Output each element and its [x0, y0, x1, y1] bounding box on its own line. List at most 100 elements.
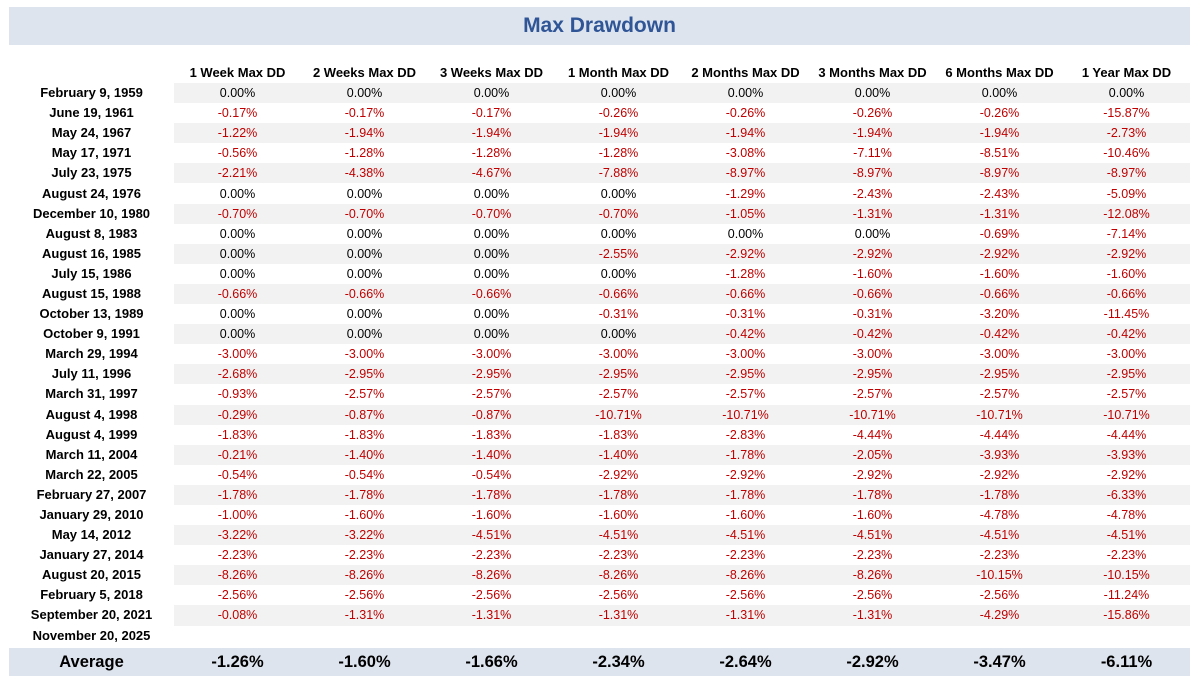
drawdown-cell: [682, 626, 809, 646]
drawdown-cell: -0.70%: [428, 203, 555, 224]
drawdown-cell: [809, 626, 936, 646]
drawdown-cell: -2.23%: [344, 548, 385, 563]
drawdown-cell: -2.56%: [725, 588, 766, 603]
row-date: October 9, 1991: [43, 326, 140, 342]
header-corner: [9, 61, 174, 83]
drawdown-cell: -0.08%: [174, 605, 301, 626]
drawdown-cell: -1.83%: [217, 427, 258, 442]
drawdown-cell: -10.71%: [809, 404, 936, 425]
drawdown-cell: [301, 626, 428, 646]
drawdown-cell: -0.66%: [809, 283, 936, 305]
table-row: August 24, 1976 0.00% 0.00% 0.00% 0.00% -1.29…: [9, 183, 1190, 203]
column-header: 1 Year Max DD: [1081, 64, 1172, 80]
drawdown-cell: -1.29%: [725, 186, 766, 201]
drawdown-cell: -1.60%: [598, 508, 639, 523]
drawdown-cell: -3.08%: [725, 146, 766, 161]
drawdown-cell: -1.31%: [809, 605, 936, 626]
row-date: May 17, 1971: [51, 145, 132, 161]
drawdown-cell: 0.00%: [555, 324, 682, 345]
drawdown-cell: 0.00%: [301, 324, 428, 345]
drawdown-cell: -3.00%: [471, 347, 512, 362]
drawdown-cell: -12.08%: [1063, 203, 1190, 224]
drawdown-cell: -0.56%: [217, 146, 258, 161]
drawdown-cell: -0.26%: [979, 106, 1020, 121]
drawdown-cell: -2.23%: [598, 548, 639, 563]
row-date: August 16, 1985: [42, 245, 141, 261]
drawdown-cell: -2.95%: [555, 364, 682, 385]
column-header: 2 Weeks Max DD: [312, 64, 417, 80]
drawdown-cell: -0.66%: [555, 283, 682, 305]
drawdown-cell: -2.92%: [979, 467, 1020, 482]
drawdown-cell: -15.87%: [1103, 106, 1150, 121]
drawdown-cell: -0.54%: [471, 467, 512, 482]
drawdown-cell: -1.60%: [471, 508, 512, 523]
column-header: 3 Months Max DD: [818, 64, 927, 80]
drawdown-cell: -2.95%: [936, 364, 1063, 385]
drawdown-cell: -8.26%: [174, 565, 301, 586]
table-row: July 15, 1986 0.00% 0.00% 0.00% 0.00% -1.28% -…: [9, 264, 1190, 284]
drawdown-cell: -2.23%: [979, 548, 1020, 563]
drawdown-cell: -1.94%: [936, 123, 1063, 144]
drawdown-cell: -10.71%: [936, 404, 1063, 425]
table-row: October 13, 1989 0.00% 0.00% 0.00% -0.31% -0.…: [9, 304, 1190, 324]
drawdown-cell: 0.00%: [174, 243, 301, 264]
drawdown-cell: -3.00%: [217, 347, 258, 362]
drawdown-cell: -1.60%: [852, 266, 893, 281]
drawdown-cell: -2.57%: [344, 387, 385, 402]
drawdown-cell: -3.00%: [725, 347, 766, 362]
drawdown-cell: 0.00%: [301, 243, 428, 264]
drawdown-cell: 0.00%: [854, 226, 891, 241]
table-row: July 23, 1975 -2.21% -4.38% -4.67% -7.88% -8.…: [9, 163, 1190, 184]
table-row: October 9, 1991 0.00% 0.00% 0.00% 0.00% -0.42…: [9, 324, 1190, 345]
drawdown-cell: -8.51%: [979, 146, 1020, 161]
drawdown-cell: -2.56%: [344, 588, 385, 603]
drawdown-cell: 0.00%: [809, 83, 936, 104]
spacer-row: [9, 645, 1190, 648]
drawdown-cell: -1.78%: [555, 484, 682, 505]
table-row: August 4, 1998 -0.29% -0.87% -0.87% -10.71% -…: [9, 404, 1190, 425]
drawdown-cell: -1.60%: [979, 266, 1020, 281]
drawdown-cell: [936, 626, 1063, 646]
drawdown-cell: [555, 626, 682, 646]
drawdown-cell: -4.67%: [428, 163, 555, 184]
drawdown-cell: 0.00%: [219, 186, 256, 201]
drawdown-cell: -1.28%: [344, 146, 385, 161]
drawdown-cell: -2.92%: [852, 467, 893, 482]
drawdown-cell: -4.51%: [1063, 525, 1190, 546]
drawdown-cell: -2.43%: [852, 186, 893, 201]
column-header: 1 Week Max DD: [189, 64, 286, 80]
column-header: 3 Weeks Max DD: [439, 64, 544, 80]
drawdown-cell: -2.21%: [174, 163, 301, 184]
drawdown-cell: -2.56%: [598, 588, 639, 603]
drawdown-cell: -0.66%: [936, 283, 1063, 305]
table-row: August 20, 2015 -8.26% -8.26% -8.26% -8.26% -…: [9, 565, 1190, 586]
drawdown-cell: -1.22%: [174, 123, 301, 144]
average-cell: -6.11%: [1063, 647, 1190, 676]
drawdown-cell: 0.00%: [600, 186, 637, 201]
drawdown-cell: -3.93%: [1063, 444, 1190, 465]
drawdown-cell: -10.71%: [682, 404, 809, 425]
drawdown-cell: -1.78%: [428, 484, 555, 505]
drawdown-cell: 0.00%: [682, 83, 809, 104]
drawdown-cell: -2.55%: [555, 243, 682, 264]
drawdown-cell: -0.66%: [301, 283, 428, 305]
drawdown-cell: -2.95%: [809, 364, 936, 385]
drawdown-cell: -8.26%: [682, 565, 809, 586]
drawdown-cell: -1.60%: [852, 508, 893, 523]
drawdown-cell: -0.31%: [598, 307, 639, 322]
drawdown-cell: 0.00%: [301, 83, 428, 104]
table-row: August 16, 1985 0.00% 0.00% 0.00% -2.55% -2.9…: [9, 243, 1190, 264]
drawdown-cell: -2.92%: [1106, 467, 1147, 482]
drawdown-cell: -1.40%: [555, 444, 682, 465]
drawdown-cell: -11.45%: [1103, 307, 1150, 322]
title-bar: Max Drawdown: [9, 7, 1190, 45]
drawdown-cell: -4.51%: [936, 525, 1063, 546]
table-row: August 15, 1988 -0.66% -0.66% -0.66% -0.66% -…: [9, 283, 1190, 305]
drawdown-cell: -1.31%: [809, 203, 936, 224]
drawdown-cell: -1.78%: [936, 484, 1063, 505]
row-date: May 14, 2012: [51, 527, 132, 543]
table-row: February 27, 2007 -1.78% -1.78% -1.78% -1.78…: [9, 484, 1190, 505]
drawdown-cell: -10.71%: [1063, 404, 1190, 425]
drawdown-cell: -15.86%: [1063, 605, 1190, 626]
drawdown-cell: -0.42%: [936, 324, 1063, 345]
